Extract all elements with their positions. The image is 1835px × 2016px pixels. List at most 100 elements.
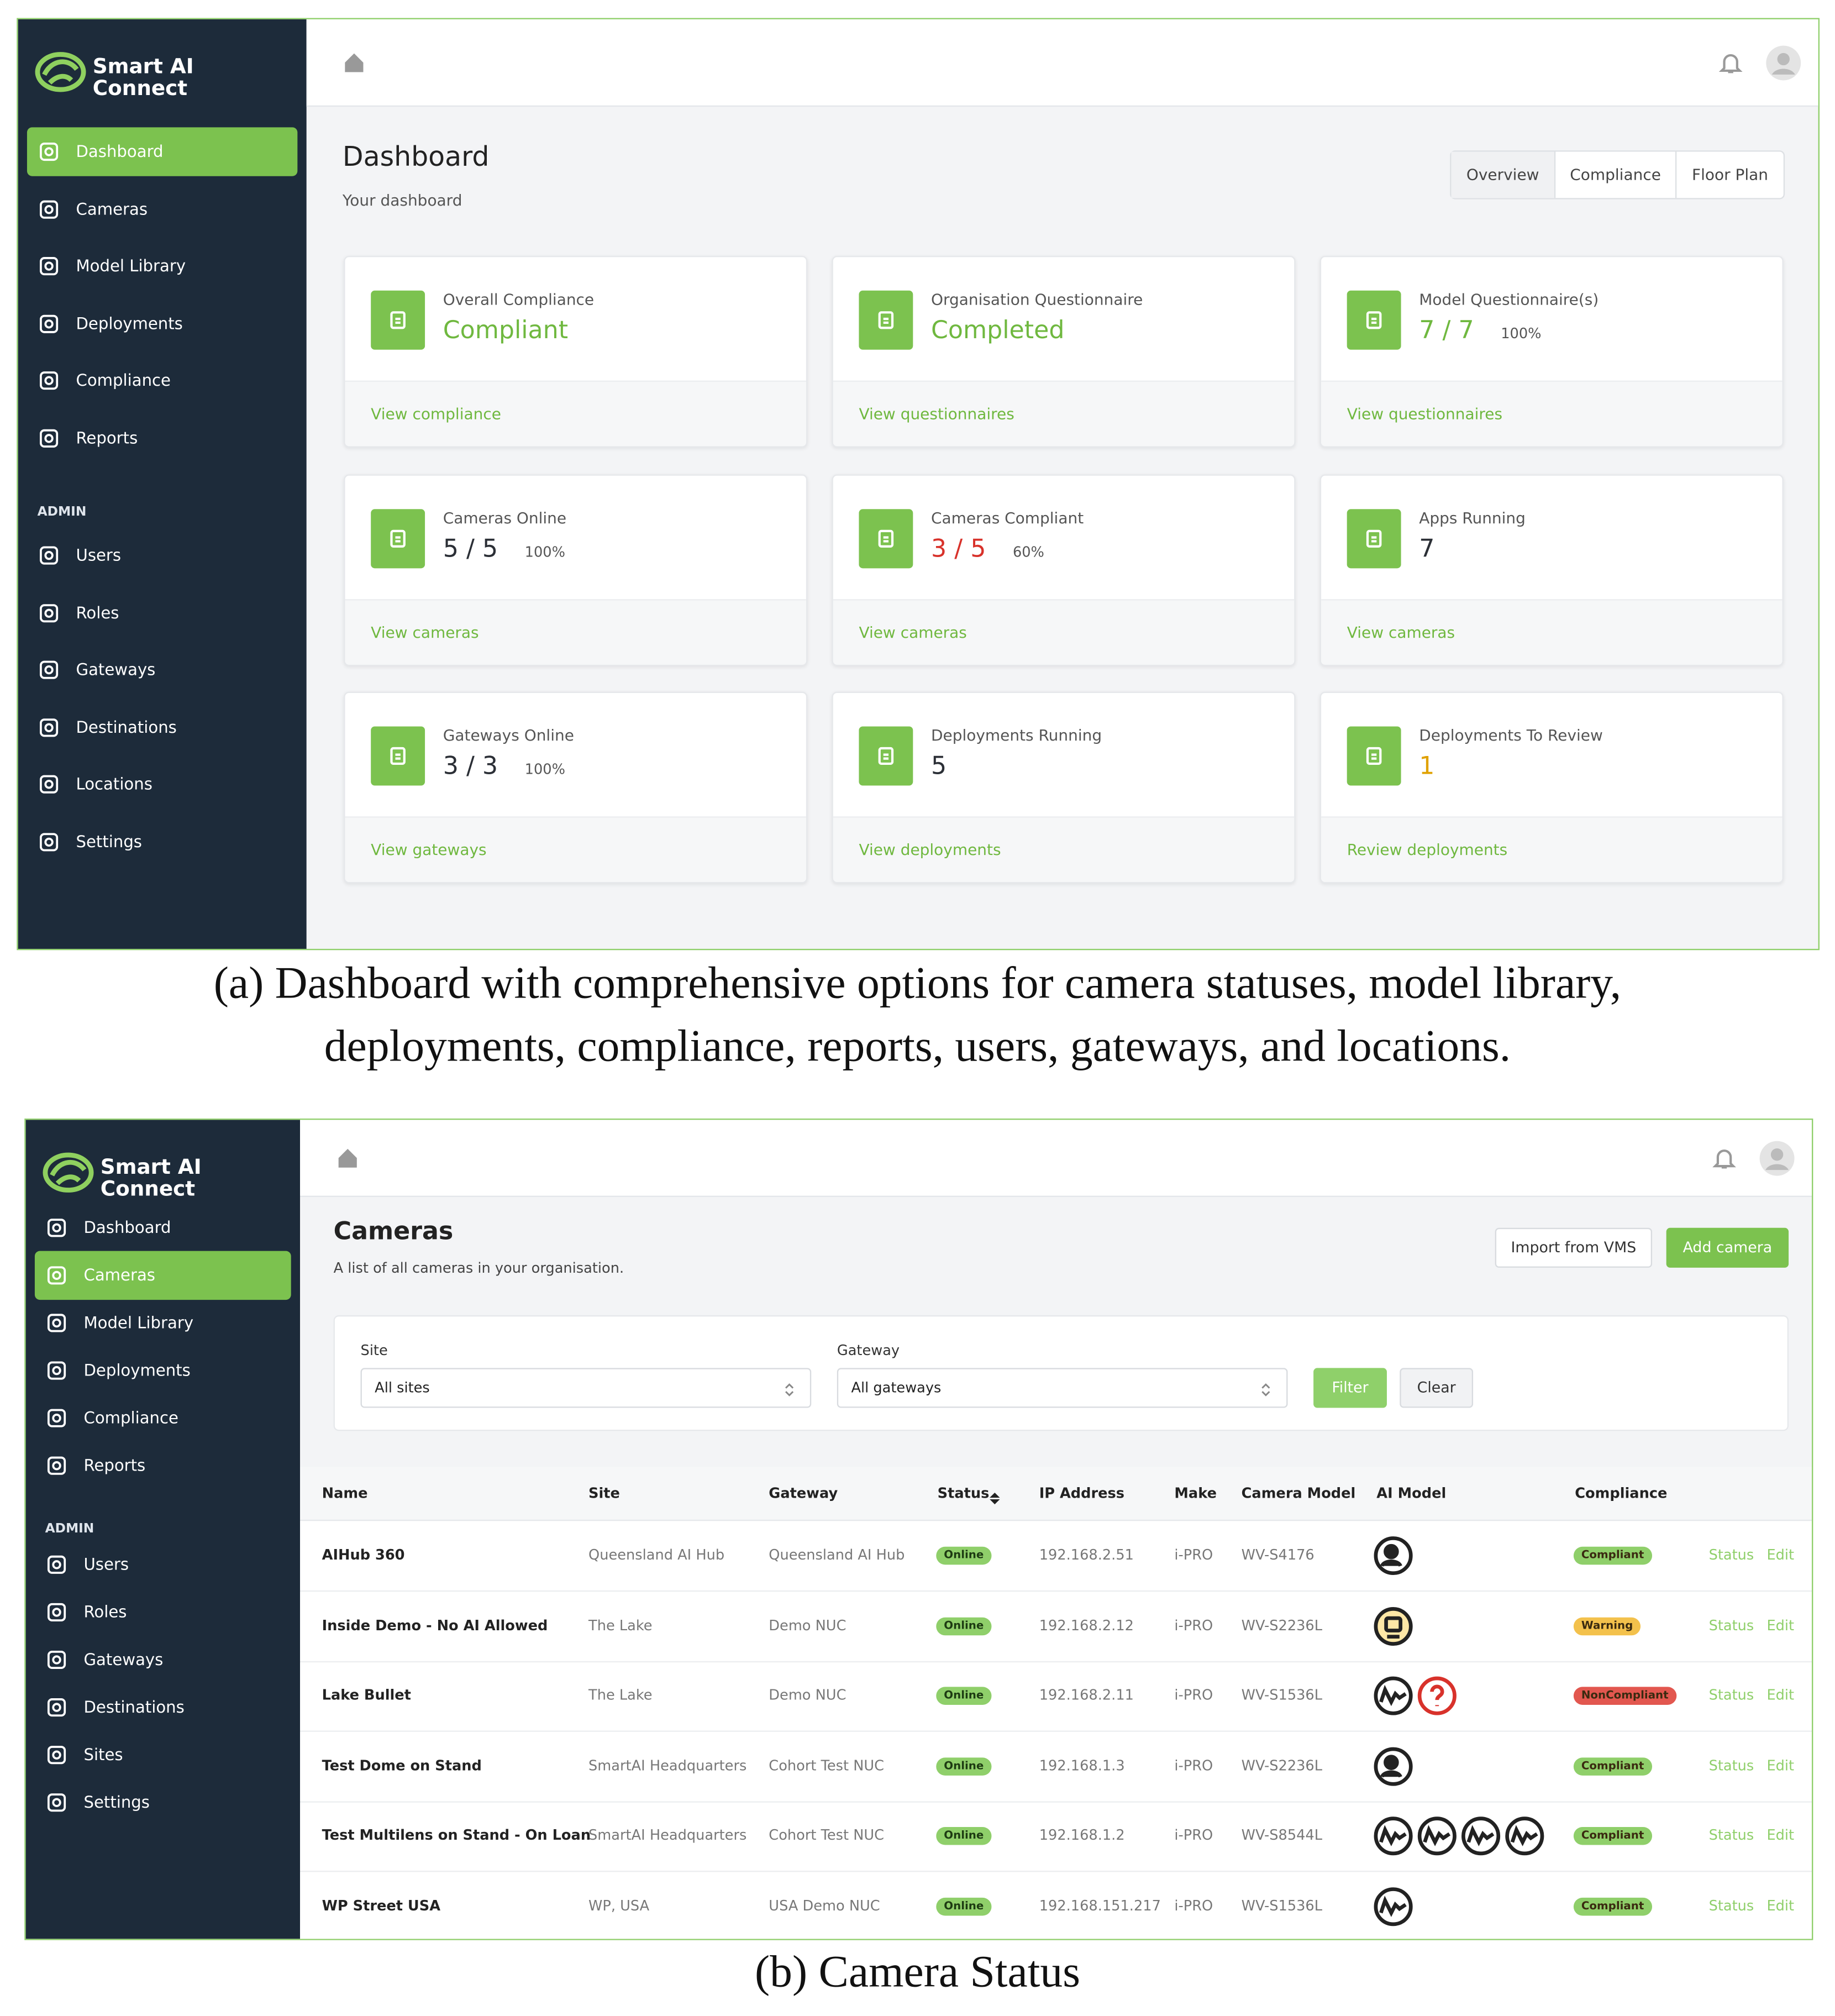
row-action[interactable]: Edit [1766, 1616, 1795, 1634]
ai-model-icon [1504, 1816, 1545, 1857]
row-action[interactable]: Edit [1766, 1757, 1795, 1775]
nav-icon [45, 1649, 69, 1672]
nav-icon [38, 773, 61, 796]
table-cell: The Lake [588, 1616, 653, 1634]
nav-item[interactable]: Dashboard [27, 127, 298, 176]
card-link[interactable]: View cameras [1347, 623, 1455, 641]
stat-icon [859, 726, 913, 786]
table-cell: i-PRO [1174, 1897, 1213, 1915]
stat-label: Apps Running [1419, 508, 1526, 527]
nav-label: Cameras [76, 198, 148, 218]
stat-label: Deployments To Review [1419, 726, 1603, 745]
icon-glyph [385, 307, 411, 333]
table-cell: AIHub 360 [322, 1546, 405, 1564]
row-action[interactable]: Status [1708, 1616, 1754, 1634]
ai-model-icon [1373, 1746, 1414, 1787]
card-footer [1321, 380, 1783, 447]
card-link[interactable]: View gateways [371, 841, 487, 859]
table-cell: 192.168.151.217 [1039, 1897, 1161, 1915]
nav-icon [38, 601, 61, 624]
nav-item[interactable]: Compliance [35, 1394, 291, 1442]
nav-item[interactable]: Model Library [27, 242, 297, 290]
ai-model-icon [1373, 1816, 1414, 1857]
home-icon [343, 51, 366, 75]
nav-item[interactable]: Model Library [35, 1299, 291, 1347]
select[interactable]: All gateways [837, 1368, 1288, 1408]
status-pill: Online [936, 1687, 992, 1705]
nav-item[interactable]: Sites [35, 1730, 291, 1779]
row-action[interactable]: Status [1708, 1687, 1754, 1704]
nav-label: Roles [76, 602, 119, 622]
table: Name Site Gateway Status IP Address Make Camer… [300, 1467, 1812, 1939]
nav-item[interactable]: Deployments [27, 299, 297, 348]
nav-item[interactable]: Gateways [27, 645, 297, 694]
nav-icon [45, 1696, 69, 1719]
row-action[interactable]: Edit [1766, 1827, 1795, 1845]
nav-item[interactable]: Destinations [35, 1683, 291, 1731]
nav-item[interactable]: Cameras [27, 185, 297, 233]
nav-item[interactable]: Destinations [27, 702, 297, 751]
card-link[interactable]: View deployments [859, 841, 1001, 859]
nav-item[interactable]: Reports [27, 413, 297, 462]
nav-icon [45, 1553, 69, 1576]
nav-item[interactable]: Users [35, 1540, 291, 1589]
select[interactable]: All sites [360, 1368, 812, 1408]
tab[interactable]: Overview [1451, 151, 1554, 198]
bell-icon [1718, 50, 1744, 76]
nav-item[interactable]: Locations [27, 760, 297, 809]
nav-item[interactable]: Roles [35, 1588, 291, 1636]
stat-value: 3 / 5 [930, 534, 986, 563]
nav-item[interactable]: Deployments [35, 1346, 291, 1395]
nav-icon [38, 716, 61, 739]
table-cell: WV-S2236L [1241, 1757, 1323, 1775]
row-divider [300, 1800, 1812, 1803]
tab[interactable]: Floor Plan [1675, 151, 1784, 198]
button[interactable]: Add camera [1666, 1227, 1789, 1268]
nav-label: Sites [83, 1745, 123, 1764]
card-link[interactable]: Review deployments [1347, 841, 1508, 859]
row-action[interactable]: Edit [1766, 1897, 1795, 1915]
sort-icon [987, 1486, 1002, 1505]
cameras-screenshot: Smart AI Connect Dashboard Cameras Model Lib… [24, 1119, 1813, 1940]
stat-card: Organisation Questionnaire Completed View … [832, 255, 1296, 448]
nav-label: Compliance [76, 370, 171, 390]
filter-label: Gateway [837, 1342, 900, 1359]
compliance-pill: Warning [1573, 1616, 1641, 1635]
tab[interactable]: Compliance [1554, 151, 1675, 198]
nav-item[interactable]: Gateways [35, 1635, 291, 1684]
row-action[interactable]: Edit [1766, 1687, 1795, 1704]
nav-item[interactable]: Settings [27, 817, 297, 865]
row-action[interactable]: Status [1708, 1757, 1754, 1775]
table-cell: The Lake [588, 1687, 653, 1704]
button[interactable]: Import from VMS [1495, 1227, 1653, 1268]
nav-icon [45, 1600, 69, 1624]
nav-item[interactable]: Settings [35, 1778, 291, 1827]
column-header: Compliance [1575, 1485, 1668, 1502]
card-link[interactable]: View questionnaires [1347, 405, 1503, 423]
button[interactable]: Filter [1313, 1368, 1387, 1408]
nav-icon [38, 197, 61, 221]
nav-item[interactable]: Roles [27, 588, 297, 637]
card-link[interactable]: View questionnaires [859, 405, 1014, 423]
nav-item[interactable]: Reports [35, 1441, 291, 1490]
nav-label: Model Library [76, 255, 186, 275]
row-action[interactable]: Edit [1766, 1546, 1795, 1564]
nav-item[interactable]: Dashboard [35, 1204, 291, 1252]
nav-item[interactable]: Cameras [34, 1251, 291, 1300]
card-link[interactable]: View cameras [859, 623, 967, 641]
nav-item[interactable]: Compliance [27, 356, 297, 405]
status-pill: Online [936, 1616, 992, 1635]
ai-model-icon [1417, 1676, 1458, 1716]
button[interactable]: Clear [1400, 1368, 1474, 1408]
row-action[interactable]: Status [1708, 1827, 1754, 1845]
card-link[interactable]: View compliance [371, 405, 501, 423]
avatar [1764, 44, 1803, 82]
compliance-pill: NonCompliant [1573, 1687, 1676, 1705]
table-cell: WV-S1536L [1241, 1897, 1323, 1915]
nav-icon [45, 1791, 69, 1814]
row-action[interactable]: Status [1708, 1546, 1754, 1564]
nav-item[interactable]: Users [27, 531, 297, 580]
select-arrows [1257, 1379, 1275, 1398]
row-action[interactable]: Status [1708, 1897, 1754, 1915]
card-link[interactable]: View cameras [371, 623, 479, 641]
